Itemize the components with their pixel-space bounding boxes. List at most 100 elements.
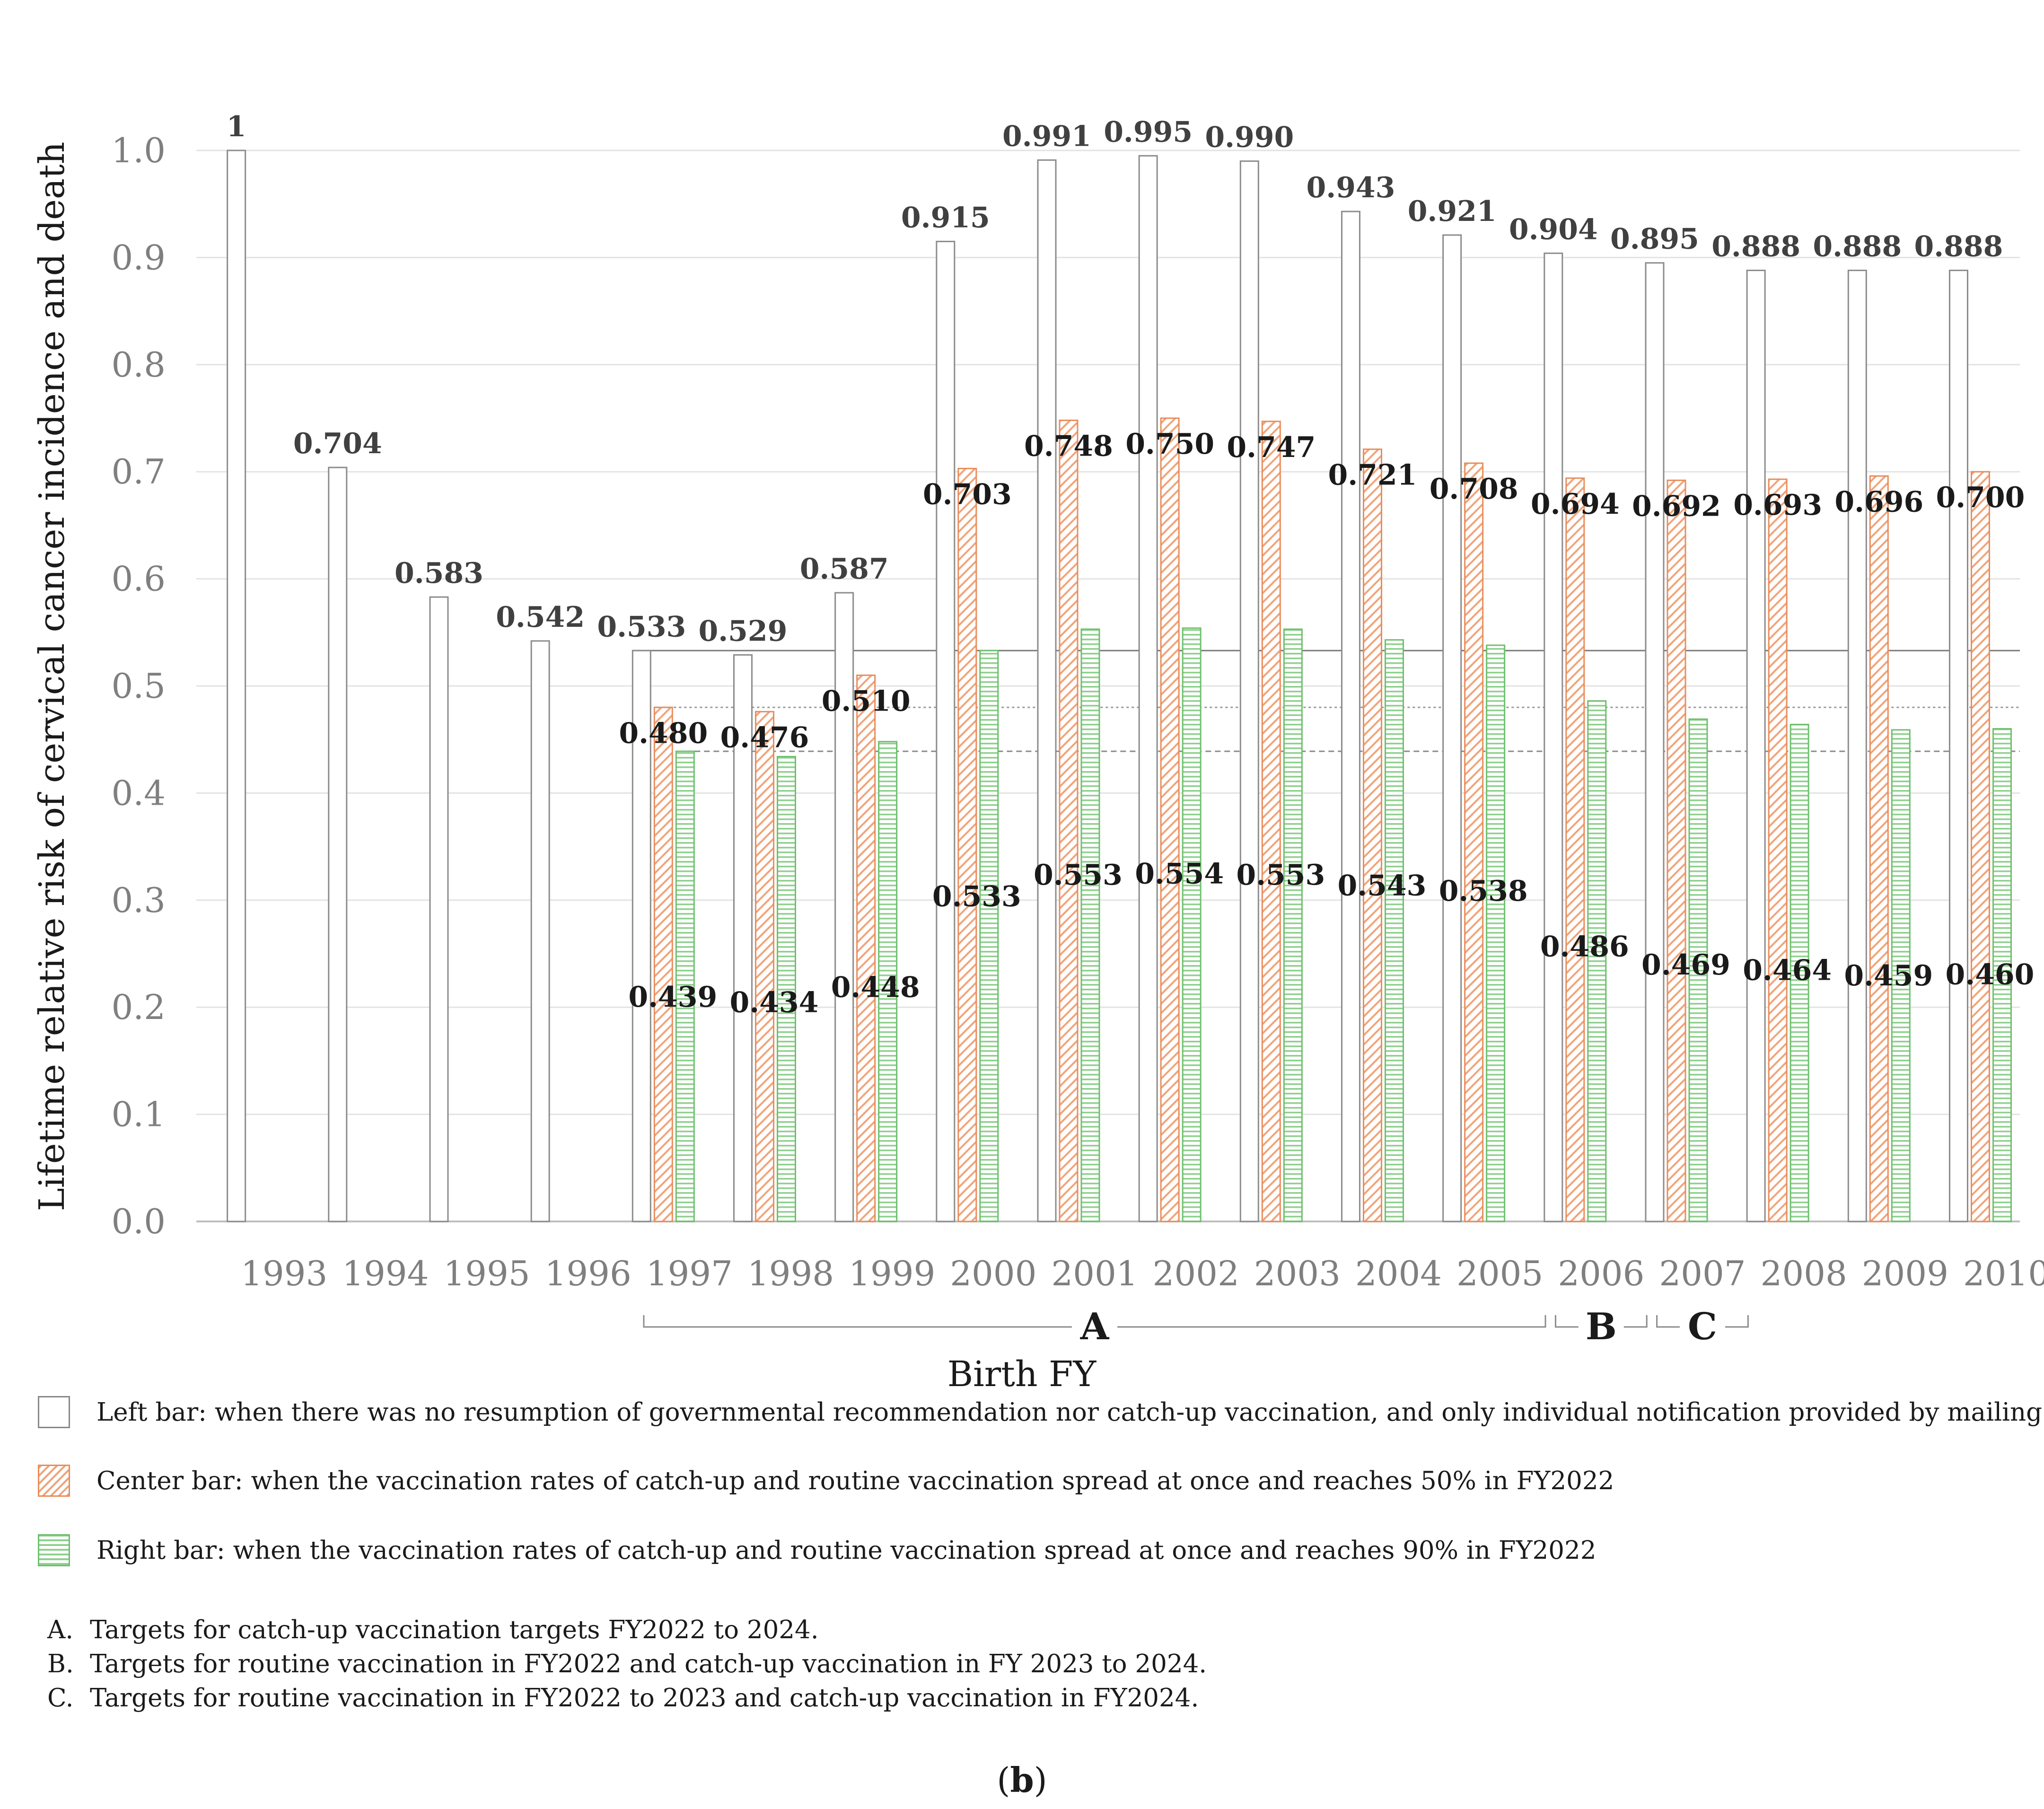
- right-bar-value-label: 0.533: [932, 880, 1021, 913]
- center-bar: [653, 706, 673, 1222]
- center-bar: [1261, 421, 1281, 1222]
- y-tick-label: 1.0: [111, 131, 166, 170]
- x-tick-label: 2010: [1963, 1254, 2044, 1293]
- panel-label: (b): [997, 1760, 1047, 1800]
- legend-swatch-white: [38, 1396, 70, 1428]
- x-tick-label: 2003: [1254, 1254, 1341, 1293]
- x-tick-label: 2005: [1456, 1254, 1543, 1293]
- bar-chart: 1 0.704 0.583 0.542 0.533 0.529 0.587 0.915 0.99…: [32, 110, 2044, 1395]
- left-bar: [1037, 159, 1057, 1222]
- right-bar-value-label: 0.459: [1844, 959, 1933, 992]
- center-bar-value-label: 0.693: [1733, 489, 1822, 522]
- center-bar-value-label: 0.480: [619, 717, 708, 750]
- left-bar-value-label: 0.904: [1509, 213, 1598, 246]
- legend-swatch-orange: [38, 1465, 70, 1497]
- legend-label: Left bar: when there was no resumption o…: [96, 1397, 2044, 1427]
- left-bar-value-label: 0.533: [597, 610, 686, 643]
- footnotes: A. Targets for catch-up vaccination targe…: [47, 1616, 1207, 1718]
- x-tick-label: 2006: [1558, 1254, 1644, 1293]
- footnote-text: Targets for routine vaccination in FY202…: [90, 1650, 1207, 1678]
- left-bar: [227, 149, 246, 1222]
- left-bar: [1544, 252, 1563, 1222]
- right-bar-value-label: 0.538: [1439, 875, 1528, 908]
- x-tick-label: 2004: [1355, 1254, 1442, 1293]
- right-bar-value-label: 0.543: [1338, 869, 1427, 903]
- x-tick-label: 1995: [443, 1254, 530, 1293]
- left-bar-value-label: 0.895: [1610, 223, 1699, 256]
- right-bar: [878, 741, 898, 1222]
- right-bar: [1283, 628, 1303, 1222]
- right-bar-value-label: 0.554: [1135, 858, 1224, 891]
- left-bar: [1746, 270, 1766, 1222]
- center-bar-value-label: 0.721: [1328, 459, 1417, 492]
- center-bar: [1667, 479, 1686, 1222]
- x-axis-ticks: 1993 1994 1995 1996 1997 1998 1999 2000 2001 2002…: [241, 1254, 2044, 1293]
- left-bar: [733, 654, 753, 1222]
- right-bar-value-label: 0.469: [1641, 948, 1730, 982]
- right-bar-value-label: 0.460: [1946, 958, 2035, 992]
- center-bar: [957, 467, 977, 1222]
- left-bar-value-label: 0.995: [1104, 115, 1193, 149]
- center-bar-value-label: 0.703: [923, 478, 1012, 511]
- left-bar-value-label: 0.704: [293, 427, 382, 460]
- left-bar-value-label: 0.583: [395, 557, 483, 590]
- group-letter: A: [1080, 1305, 1110, 1348]
- bars: [227, 149, 2012, 1222]
- y-tick-label: 0.7: [111, 452, 166, 492]
- legend-item-left-bar: Left bar: when there was no resumption o…: [38, 1393, 2044, 1431]
- right-bar-value-label: 0.464: [1743, 954, 1832, 987]
- x-tick-label: 2009: [1862, 1254, 1948, 1293]
- left-bar: [328, 466, 348, 1222]
- x-tick-label: 1998: [747, 1254, 834, 1293]
- right-bar-value-label: 0.553: [1034, 859, 1123, 892]
- y-tick-label: 0.2: [111, 987, 166, 1027]
- center-bar: [1464, 462, 1484, 1222]
- y-axis-ticks: 0.0 0.1 0.2 0.3 0.4 0.5 0.6 0.7 0.8 0.9 1.0: [111, 131, 166, 1241]
- right-bar-value-label: 0.486: [1540, 931, 1629, 964]
- left-bar-value-label: 0.888: [1813, 230, 1902, 263]
- center-bar-value-label: 0.696: [1834, 485, 1923, 518]
- center-bar-value-label: 0.692: [1632, 490, 1721, 523]
- right-bar: [1384, 639, 1404, 1222]
- right-bar: [1790, 724, 1809, 1222]
- left-bar: [1948, 270, 1968, 1222]
- legend-label: Center bar: when the vaccination rates o…: [96, 1466, 1614, 1495]
- left-bar: [1847, 270, 1867, 1222]
- left-bar-value-label: 0.921: [1408, 195, 1497, 228]
- y-tick-label: 0.4: [111, 773, 166, 813]
- group-bracket: [1554, 1315, 1648, 1328]
- left-bar-value-label: 1: [227, 110, 246, 143]
- legend-swatch-green: [38, 1534, 70, 1566]
- x-axis-title: Birth FY: [947, 1354, 1097, 1395]
- left-bar: [1442, 234, 1462, 1222]
- y-tick-label: 0.9: [111, 237, 166, 277]
- gridlines: [196, 149, 2020, 1222]
- y-axis-title: Lifetime relative risk of cervical cance…: [32, 142, 72, 1212]
- center-bar-value-label: 0.694: [1531, 488, 1620, 521]
- center-bar: [856, 674, 876, 1222]
- x-tick-label: 2002: [1153, 1254, 1239, 1293]
- center-bar-value-label: 0.708: [1430, 473, 1518, 506]
- y-tick-label: 0.6: [111, 559, 166, 599]
- x-tick-label: 1997: [646, 1254, 733, 1293]
- left-bar: [1645, 262, 1665, 1222]
- center-bar-value-label: 0.510: [822, 685, 911, 718]
- y-tick-label: 0.0: [111, 1202, 166, 1241]
- center-bar: [1160, 417, 1180, 1222]
- right-bar: [1992, 728, 2012, 1222]
- center-bar: [1970, 471, 1990, 1222]
- y-tick-label: 0.5: [111, 666, 166, 706]
- footnote-b: B. Targets for routine vaccination in FY2…: [47, 1650, 1207, 1684]
- x-tick-label: 2001: [1051, 1254, 1138, 1293]
- legend-item-right-bar: Right bar: when the vaccination rates of…: [38, 1531, 1596, 1569]
- center-bar-value-label: 0.750: [1125, 428, 1214, 461]
- left-bar: [1341, 211, 1360, 1222]
- right-bar: [1587, 700, 1607, 1222]
- left-bar: [429, 596, 449, 1222]
- right-bar: [1080, 628, 1100, 1222]
- legend-item-center-bar: Center bar: when the vaccination rates o…: [38, 1462, 1614, 1500]
- group-brackets: A B C: [643, 1305, 1749, 1348]
- center-bar: [1565, 477, 1585, 1222]
- left-bar: [1138, 155, 1158, 1222]
- center-bar: [754, 711, 774, 1222]
